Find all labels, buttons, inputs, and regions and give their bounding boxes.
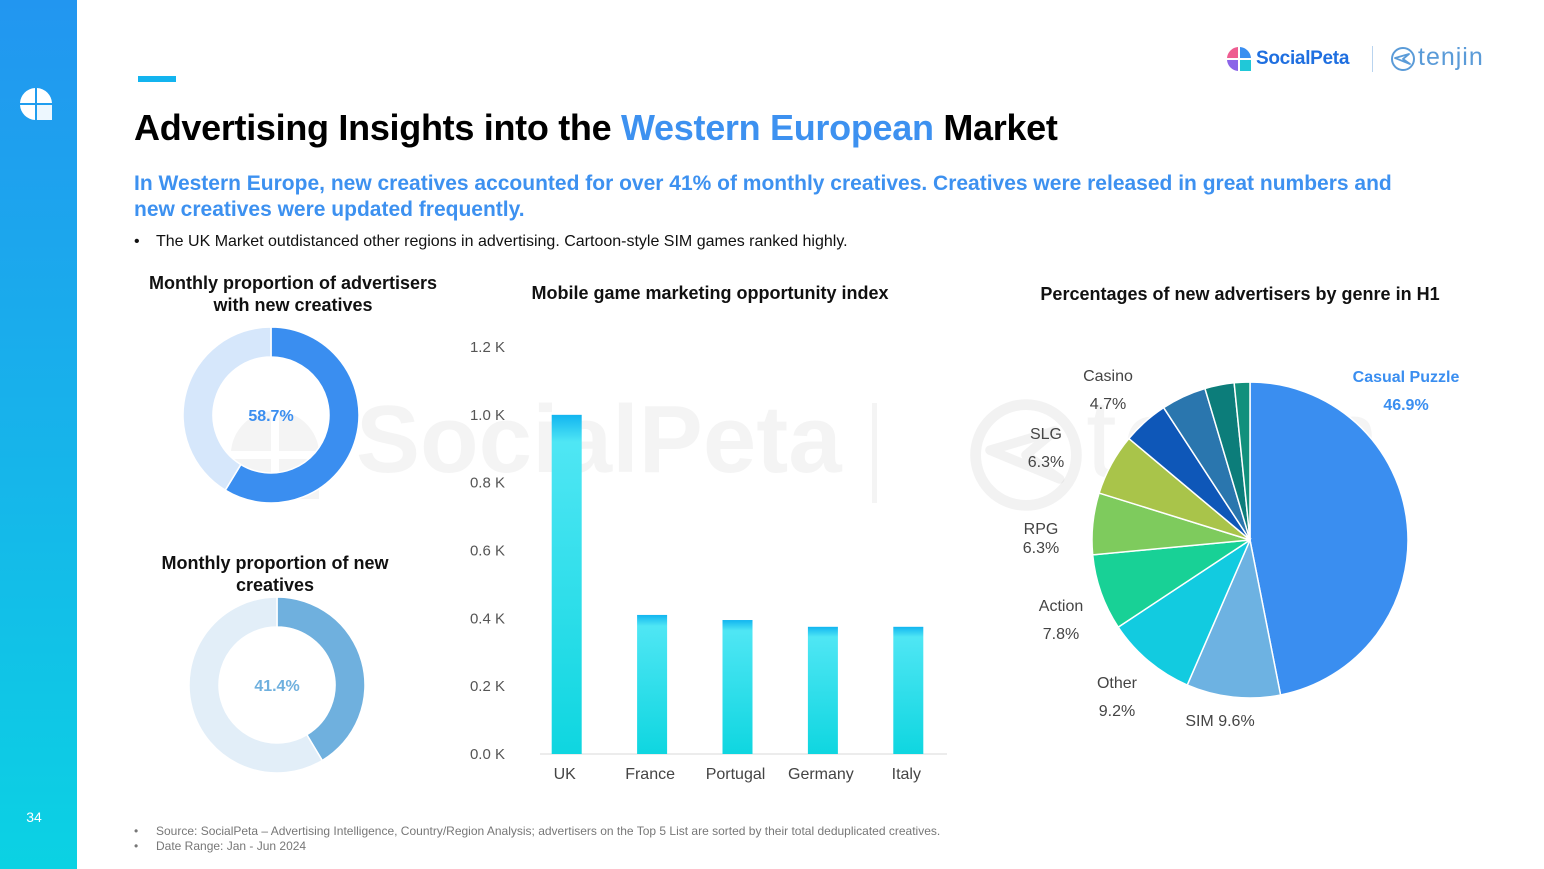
pie-label-value: 6.3% [1028, 454, 1064, 471]
y-tick-label: 0.0 K [470, 746, 505, 763]
pie-label-name: SLG [1030, 426, 1062, 443]
title-part-3: Market [933, 107, 1058, 148]
x-tick-label: Portugal [706, 766, 766, 783]
bar-france [637, 614, 668, 754]
page-number: 34 [26, 809, 42, 825]
bar-uk [551, 414, 582, 754]
pie-label-name: RPG [1024, 521, 1059, 538]
pie-slice-unlabeled [1233, 381, 1251, 541]
y-tick-label: 0.4 K [470, 610, 505, 627]
y-tick-label: 0.6 K [470, 543, 505, 560]
pie-label-name: Other [1097, 675, 1138, 692]
donut-center-label: 58.7% [248, 408, 293, 425]
y-tick-label: 0.2 K [470, 678, 505, 695]
footer-date-range: • Date Range: Jan - Jun 2024 [134, 839, 940, 854]
pie-slice-casual-puzzle [1249, 381, 1409, 696]
pie-label-value: 4.7% [1090, 396, 1126, 413]
y-tick-label: 0.8 K [470, 475, 505, 492]
x-tick-label: France [625, 766, 675, 783]
bar-italy [893, 626, 924, 754]
pie-label-name: Action [1039, 598, 1083, 615]
pie-label-value: 7.8% [1043, 626, 1079, 643]
socialpeta-logo-icon [1227, 47, 1251, 71]
pie-label-value: 46.9% [1383, 397, 1428, 414]
x-tick-label: Italy [892, 766, 921, 783]
accent-dash [138, 76, 176, 82]
pie-label: SIM 9.6% [1185, 713, 1254, 730]
pie-label-value: 6.3% [1023, 540, 1059, 557]
pie-slice-other [1117, 537, 1252, 686]
title-highlight: Western European [621, 107, 934, 148]
pie-slice-sim [1186, 537, 1282, 699]
footer-notes: • Source: SocialPeta – Advertising Intell… [134, 824, 940, 854]
bar-portugal [722, 620, 753, 754]
socialpeta-logo-icon [20, 88, 52, 120]
x-tick-label: UK [554, 766, 577, 783]
bullet-marker: • [134, 839, 139, 853]
pie-chart-title: Percentages of new advertisers by genre … [1040, 284, 1440, 304]
donut-advertisers-chart: 58.7% [182, 326, 360, 504]
brand-socialpeta: SocialPeta [1256, 48, 1350, 69]
donut-slice-with-new-creatives [224, 326, 360, 504]
page-title: Advertising Insights into the Western Eu… [134, 107, 1058, 149]
donut-advertisers-title: Monthly proportion of advertisers with n… [148, 273, 438, 315]
bar-chart: 0.0 K 0.2 K 0.4 K 0.6 K 0.8 K 1.0 K 1.2 K UK Fra… [470, 339, 947, 783]
y-tick-label: 1.2 K [470, 339, 505, 356]
footer-source-text: Source: SocialPeta – Advertising Intelli… [156, 824, 941, 838]
donut-center-label: 41.4% [254, 678, 299, 695]
page-subtitle: In Western Europe, new creatives account… [134, 172, 1392, 221]
bar-germany [807, 626, 838, 754]
bullet-marker: • [134, 233, 140, 250]
brand-divider [1372, 46, 1373, 72]
brand-tenjin: tenjin [1418, 43, 1484, 71]
y-tick-label: 1.0 K [470, 407, 505, 424]
tenjin-logo-icon [1391, 47, 1415, 71]
bullet-marker: • [134, 824, 139, 838]
pie-label-name: Casino [1083, 368, 1133, 385]
x-tick-label: Germany [788, 766, 854, 783]
genre-pie-chart: Casual Puzzle 46.9% SIM 9.6% Other 9.2% Actio… [1023, 368, 1460, 730]
bar-chart-title: Mobile game marketing opportunity index [531, 283, 889, 303]
footer-source: • Source: SocialPeta – Advertising Intell… [134, 824, 940, 839]
pie-label-name: Casual Puzzle [1353, 369, 1460, 386]
key-point-text: The UK Market outdistanced other regions… [156, 233, 848, 250]
donut-slice-new-creatives [276, 596, 366, 762]
sidebar: 34 [0, 0, 77, 869]
donut-slice-remainder [182, 326, 272, 492]
title-part-1: Advertising Insights into the [134, 107, 622, 148]
donut-creatives-title: Monthly proportion of new creatives [161, 553, 389, 595]
footer-date-text: Date Range: Jan - Jun 2024 [156, 839, 307, 853]
donut-slice-remainder [188, 596, 324, 774]
pie-label-value: 9.2% [1099, 703, 1135, 720]
donut-creatives-chart: 41.4% [188, 596, 366, 774]
brand-header: SocialPeta tenjin [1226, 43, 1506, 76]
key-point: • The UK Market outdistanced other region… [134, 233, 848, 251]
